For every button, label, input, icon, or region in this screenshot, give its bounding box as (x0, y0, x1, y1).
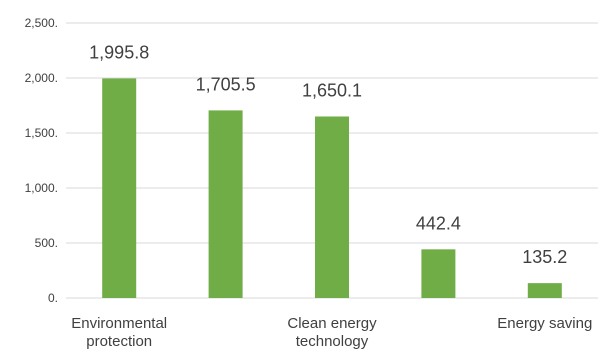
y-tick-label: 2,500. (25, 16, 58, 30)
data-label: 1,705.5 (196, 74, 256, 94)
data-label: 1,995.8 (89, 42, 149, 62)
bars (102, 78, 562, 299)
y-axis-tick-labels: 0. 500. 1,000. 1,500. 2,000. 2,500. (25, 16, 58, 305)
y-tick-label: 1,000. (25, 181, 58, 195)
category-label: protection (86, 333, 152, 350)
category-label: Energy saving (497, 315, 592, 332)
data-labels: 1,995.8 1,705.5 1,650.1 442.4 135.2 (89, 42, 567, 267)
category-label: technology (296, 333, 369, 350)
bar (421, 249, 456, 298)
bar (208, 110, 243, 299)
data-label: 1,650.1 (302, 80, 362, 100)
y-tick-label: 0. (48, 291, 58, 305)
y-tick-label: 2,000. (25, 71, 58, 85)
bar (102, 78, 137, 298)
category-label: Clean energy (287, 315, 377, 332)
y-tick-label: 1,500. (25, 126, 58, 140)
data-label: 442.4 (416, 213, 461, 233)
category-label: Environmental (71, 315, 167, 332)
bar (527, 283, 562, 298)
y-tick-label: 500. (35, 236, 58, 250)
bar (315, 116, 349, 298)
data-label: 135.2 (522, 247, 567, 267)
